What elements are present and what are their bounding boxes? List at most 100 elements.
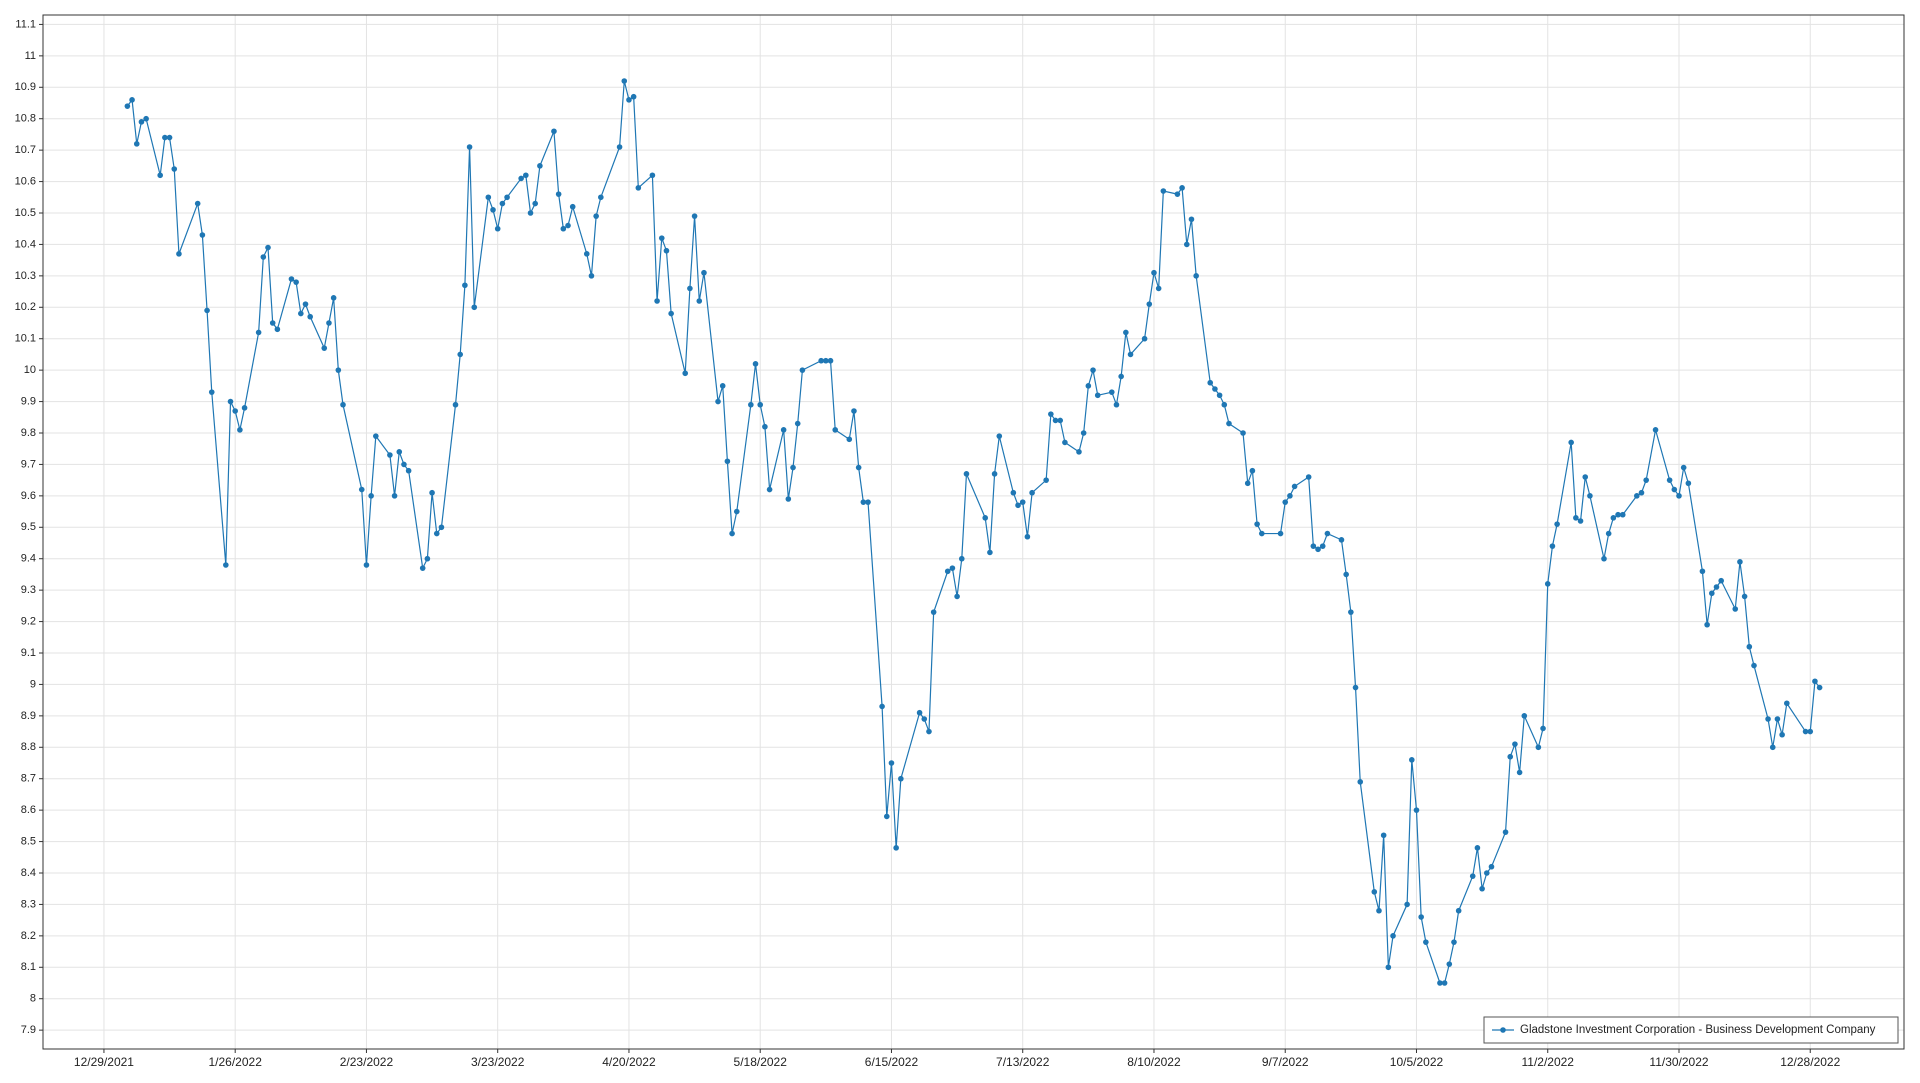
- legend-label: Gladstone Investment Corporation - Busin…: [1520, 1024, 1876, 1036]
- point: [958, 555, 965, 562]
- point: [232, 408, 238, 414]
- point: [762, 423, 768, 430]
- point: [532, 200, 539, 207]
- point: [1080, 430, 1087, 436]
- y-tick-label: 8.1: [21, 961, 36, 973]
- point: [438, 524, 445, 531]
- point: [1324, 530, 1331, 537]
- point: [1540, 725, 1546, 732]
- point: [658, 235, 665, 241]
- point: [1010, 489, 1017, 496]
- x-tick-label: 12/29/2021: [74, 1055, 134, 1069]
- point: [954, 593, 960, 600]
- point: [991, 471, 998, 477]
- y-tick-label: 8.2: [21, 930, 36, 942]
- plot-frame: [42, 14, 1905, 1050]
- point: [269, 320, 276, 326]
- y-tick-label: 10: [24, 364, 36, 376]
- point: [1587, 493, 1593, 499]
- point: [1652, 427, 1659, 433]
- point: [162, 134, 168, 141]
- point: [1062, 439, 1068, 446]
- point: [1812, 678, 1818, 685]
- point: [1741, 593, 1748, 600]
- point: [424, 555, 431, 562]
- point: [654, 298, 660, 304]
- point: [1183, 241, 1190, 248]
- point: [1784, 700, 1790, 707]
- point: [827, 357, 834, 364]
- point: [138, 119, 145, 125]
- point: [1512, 741, 1518, 747]
- point: [1469, 873, 1476, 879]
- y-tick-label: 10.6: [15, 175, 36, 187]
- point: [1141, 335, 1148, 342]
- point: [471, 304, 478, 311]
- point: [1216, 392, 1223, 399]
- point: [1713, 584, 1720, 590]
- point: [1376, 907, 1382, 914]
- point: [1057, 417, 1064, 424]
- point: [1437, 980, 1443, 986]
- y-tick-label: 10.7: [15, 144, 36, 156]
- point: [1769, 744, 1776, 751]
- point: [719, 383, 726, 389]
- point: [1207, 379, 1214, 386]
- point: [926, 728, 932, 735]
- point: [1123, 329, 1129, 336]
- point: [330, 295, 337, 301]
- point: [1277, 530, 1284, 537]
- y-tick-label: 10.2: [15, 301, 36, 313]
- point: [855, 464, 862, 471]
- point: [176, 251, 182, 257]
- x-tick-label: 11/2/2022: [1521, 1055, 1574, 1069]
- point: [1024, 533, 1031, 540]
- point: [204, 307, 210, 314]
- point: [588, 273, 595, 279]
- point: [1554, 521, 1560, 527]
- point: [1085, 383, 1092, 389]
- point: [649, 172, 656, 179]
- point: [1779, 731, 1785, 738]
- point: [373, 433, 379, 439]
- point: [433, 530, 440, 537]
- point: [1634, 493, 1640, 499]
- point: [391, 493, 398, 499]
- point: [1043, 477, 1049, 483]
- point: [1601, 555, 1607, 562]
- point: [485, 194, 492, 201]
- point: [1502, 829, 1509, 835]
- x-tick-label: 12/28/2022: [1780, 1055, 1840, 1069]
- x-tick-label: 6/15/2022: [865, 1055, 919, 1069]
- y-tick-label: 10.8: [15, 113, 36, 125]
- point: [1352, 684, 1359, 691]
- point: [766, 486, 773, 493]
- y-tick-label: 8.6: [21, 804, 36, 816]
- point: [335, 367, 342, 373]
- point: [1305, 474, 1312, 480]
- y-tick-label: 8.4: [21, 867, 36, 879]
- point: [504, 194, 510, 201]
- y-tick-label: 11: [25, 50, 36, 62]
- point: [1371, 889, 1378, 895]
- point: [293, 279, 299, 285]
- point: [879, 703, 885, 710]
- point: [1310, 543, 1317, 549]
- point: [785, 496, 792, 502]
- point: [1676, 493, 1682, 499]
- point: [1118, 373, 1124, 380]
- point: [143, 115, 149, 122]
- point: [1619, 511, 1626, 518]
- point: [921, 716, 928, 722]
- point: [1568, 439, 1574, 446]
- point: [1094, 392, 1101, 399]
- point: [494, 225, 501, 232]
- point: [1029, 489, 1035, 496]
- point: [133, 141, 140, 147]
- y-tick-label: 7.9: [21, 1024, 36, 1036]
- point: [865, 499, 871, 505]
- point: [1544, 581, 1551, 587]
- point: [405, 467, 412, 474]
- x-tick-label: 11/30/2022: [1649, 1055, 1708, 1069]
- point: [1610, 515, 1617, 521]
